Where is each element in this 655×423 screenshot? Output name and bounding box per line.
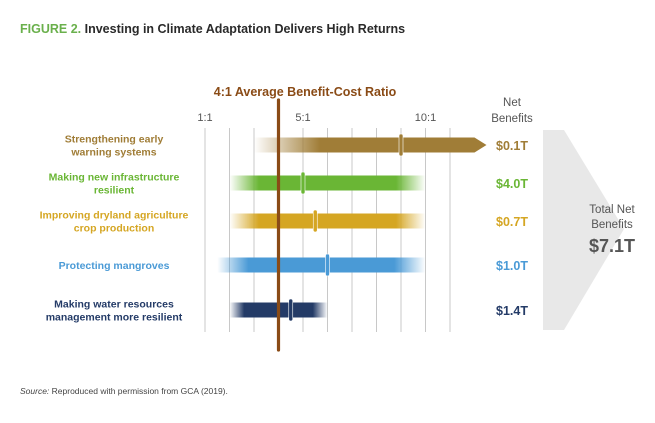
figure-title: FIGURE 2. Investing in Climate Adaptatio… [20,22,405,36]
range-bar-making-new-infrastructure-resilient [229,175,426,191]
x-tick-label: 1:1 [197,112,212,124]
net-benefit-improving-dryland-agriculture-crop-production: $0.7T [496,215,528,229]
row-label-strengthening-early-warning-systems-line-1: Strengthening early [65,134,164,146]
reference-line-label: 4:1 Average Benefit-Cost Ratio [214,85,397,99]
row-label-making-water-resources-management-more-resilient-line-1: Making water resources [54,299,174,311]
x-tick-label: 10:1 [415,112,436,124]
reference-line-group: 4:1 Average Benefit-Cost Ratio [214,85,397,352]
point-marker-strengthening-early-warning-systems [398,133,404,157]
source-note: Source: Reproduced with permission from … [20,386,228,396]
row-label-making-new-infrastructure-resilient-line-2: resilient [94,185,135,197]
net-benefits-header-line-1: Net [503,97,522,109]
total-value: $7.1T [589,236,635,256]
total-label-line-2: Benefits [591,219,633,231]
net-benefit-protecting-mangroves: $1.0T [496,259,528,273]
point-marker-improving-dryland-agriculture-crop-production [312,209,318,233]
net-benefit-strengthening-early-warning-systems: $0.1T [496,139,528,153]
figure-label: FIGURE 2. [20,22,82,36]
range-bar-protecting-mangroves [217,257,426,273]
net-benefit-values: $0.1T $4.0T $0.7T $1.0T $1.4T Net Benefits [491,97,533,318]
x-tick-label: 5:1 [295,112,310,124]
net-benefits-header-line-2: Benefits [491,113,533,125]
range-bar-improving-dryland-agriculture-crop-production [229,213,426,229]
net-benefit-making-water-resources-management-more-resilient: $1.4T [496,304,528,318]
total-label-line-1: Total Net [589,204,635,216]
total-arrow-shape [543,130,624,330]
total-net-benefits-group: Total Net Benefits $7.1T [543,130,635,330]
row-label-improving-dryland-agriculture-crop-production-line-2: crop production [74,223,155,235]
row-label-protecting-mangroves-line-1: Protecting mangroves [59,260,170,272]
point-marker-making-new-infrastructure-resilient [300,171,306,195]
range-bar-strengthening-early-warning-systems [254,137,475,153]
source-text: Reproduced with permission from GCA (201… [49,386,228,396]
grid-lines: 1:1 5:1 10:1 [197,112,451,332]
point-marker-making-water-resources-management-more-resilient [288,298,294,322]
row-label-making-new-infrastructure-resilient-line-1: Making new infrastructure [49,172,180,184]
net-benefit-making-new-infrastructure-resilient: $4.0T [496,177,528,191]
figure-title-text: Investing in Climate Adaptation Delivers… [84,22,406,36]
row-label-strengthening-early-warning-systems-line-2: warning systems [70,147,156,159]
point-marker-protecting-mangroves [325,253,330,277]
source-prefix: Source: [20,386,50,396]
range-arrow-strengthening-early-warning-systems [474,137,487,153]
row-label-improving-dryland-agriculture-crop-production-line-1: Improving dryland agriculture [40,210,189,222]
row-label-making-water-resources-management-more-resilient-line-2: management more resilient [46,312,183,324]
